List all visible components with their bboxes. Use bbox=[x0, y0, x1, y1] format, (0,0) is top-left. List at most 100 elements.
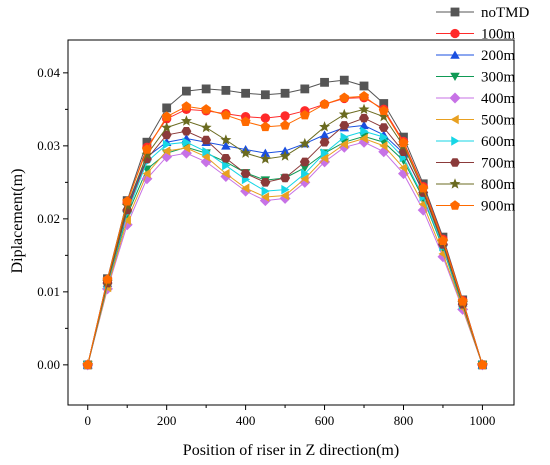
data-point bbox=[260, 148, 271, 157]
data-point bbox=[339, 92, 350, 102]
data-point bbox=[398, 137, 409, 148]
data-point bbox=[142, 137, 152, 147]
data-point bbox=[359, 90, 369, 101]
data-point bbox=[161, 130, 172, 140]
x-tick-label: 1000 bbox=[469, 413, 495, 428]
data-point bbox=[201, 135, 212, 145]
legend-label: 300m bbox=[481, 70, 516, 86]
data-point bbox=[260, 121, 271, 132]
data-point bbox=[360, 126, 369, 137]
legend-label: 500m bbox=[481, 113, 516, 129]
data-point bbox=[240, 169, 251, 178]
data-point bbox=[260, 192, 270, 202]
legend-item-600m: 600m bbox=[436, 134, 516, 150]
series-line-100m bbox=[87, 97, 483, 365]
legend-marker bbox=[450, 7, 460, 17]
data-point bbox=[300, 173, 309, 184]
data-point bbox=[162, 146, 171, 156]
data-point bbox=[340, 132, 349, 142]
data-point bbox=[280, 111, 290, 121]
legend-marker bbox=[450, 114, 459, 125]
series-line-900m bbox=[87, 95, 483, 365]
data-point bbox=[280, 190, 289, 201]
data-point bbox=[301, 168, 310, 179]
x-tick-label: 200 bbox=[157, 413, 177, 428]
legend-marker bbox=[450, 72, 460, 81]
legend-marker bbox=[450, 28, 460, 39]
x-tick-label: 0 bbox=[84, 413, 91, 428]
legend-item-700m: 700m bbox=[436, 156, 516, 172]
legend-item-800m: 800m bbox=[436, 177, 516, 193]
legend-marker bbox=[449, 92, 461, 104]
data-point bbox=[359, 133, 368, 144]
legend-item-200m: 200m bbox=[436, 48, 516, 64]
plot-border bbox=[67, 39, 515, 406]
legend-marker bbox=[450, 158, 460, 167]
y-tick-label: 0.02 bbox=[37, 211, 60, 226]
data-point bbox=[82, 359, 93, 370]
legend-label: 600m bbox=[481, 134, 516, 150]
legend-item-300m: 300m bbox=[436, 70, 516, 86]
legend-label: 800m bbox=[481, 177, 516, 193]
y-tick-label: 0.01 bbox=[37, 284, 60, 299]
data-point bbox=[380, 132, 389, 142]
data-point bbox=[378, 105, 389, 116]
y-tick-label: 0.00 bbox=[37, 357, 60, 372]
data-point bbox=[280, 88, 290, 98]
data-point bbox=[122, 196, 133, 206]
data-point bbox=[338, 108, 350, 120]
x-tick-label: 600 bbox=[315, 413, 335, 428]
data-point bbox=[162, 139, 172, 150]
data-point bbox=[299, 157, 310, 167]
legend-item-notmd: noTMD bbox=[436, 5, 530, 21]
x-axis-title: Position of riser in Z direction(m) bbox=[183, 442, 399, 459]
legend-item-100m: 100m bbox=[436, 27, 516, 43]
series-100m bbox=[83, 92, 488, 370]
data-point bbox=[319, 121, 331, 132]
legend-label: 100m bbox=[481, 27, 516, 43]
legend-marker bbox=[450, 200, 460, 210]
data-point bbox=[319, 137, 330, 147]
data-point bbox=[319, 130, 330, 139]
legend-item-900m: 900m bbox=[436, 199, 516, 215]
legend-marker bbox=[450, 50, 460, 59]
data-point bbox=[260, 90, 270, 100]
data-point bbox=[202, 146, 211, 157]
data-point bbox=[261, 186, 270, 196]
data-point bbox=[201, 84, 211, 94]
data-point bbox=[220, 109, 231, 120]
data-point bbox=[398, 162, 408, 173]
data-point bbox=[221, 141, 231, 150]
data-point bbox=[339, 121, 350, 130]
data-point bbox=[180, 115, 192, 126]
data-point bbox=[457, 296, 468, 306]
data-point bbox=[241, 88, 251, 98]
plot-frame bbox=[67, 39, 515, 406]
data-point bbox=[339, 75, 349, 85]
x-tick-label: 800 bbox=[394, 413, 414, 428]
data-point bbox=[162, 103, 172, 113]
data-point bbox=[260, 178, 271, 187]
data-point bbox=[141, 148, 153, 160]
data-point bbox=[437, 235, 448, 245]
series-900m bbox=[82, 90, 488, 370]
data-point bbox=[181, 143, 191, 153]
series-layer bbox=[82, 75, 488, 371]
data-point bbox=[161, 111, 172, 121]
y-axis: 0.00 0.01 0.02 0.03 0.04 bbox=[37, 65, 68, 372]
legend-item-400m: 400m bbox=[436, 91, 516, 107]
data-point bbox=[418, 182, 429, 193]
legend-label: 700m bbox=[481, 156, 516, 172]
data-point bbox=[161, 121, 173, 133]
legend-label: noTMD bbox=[481, 5, 530, 21]
data-point bbox=[281, 184, 290, 195]
data-point bbox=[320, 148, 330, 158]
data-point bbox=[181, 101, 192, 111]
data-point bbox=[379, 99, 389, 108]
data-point bbox=[220, 134, 232, 145]
legend-item-500m: 500m bbox=[436, 113, 516, 129]
data-point bbox=[279, 150, 291, 161]
legend: noTMD 100m 200m 300m 400m 500m 600m 700m 800m 900… bbox=[436, 5, 530, 215]
data-point bbox=[319, 99, 330, 109]
data-point bbox=[359, 120, 369, 130]
